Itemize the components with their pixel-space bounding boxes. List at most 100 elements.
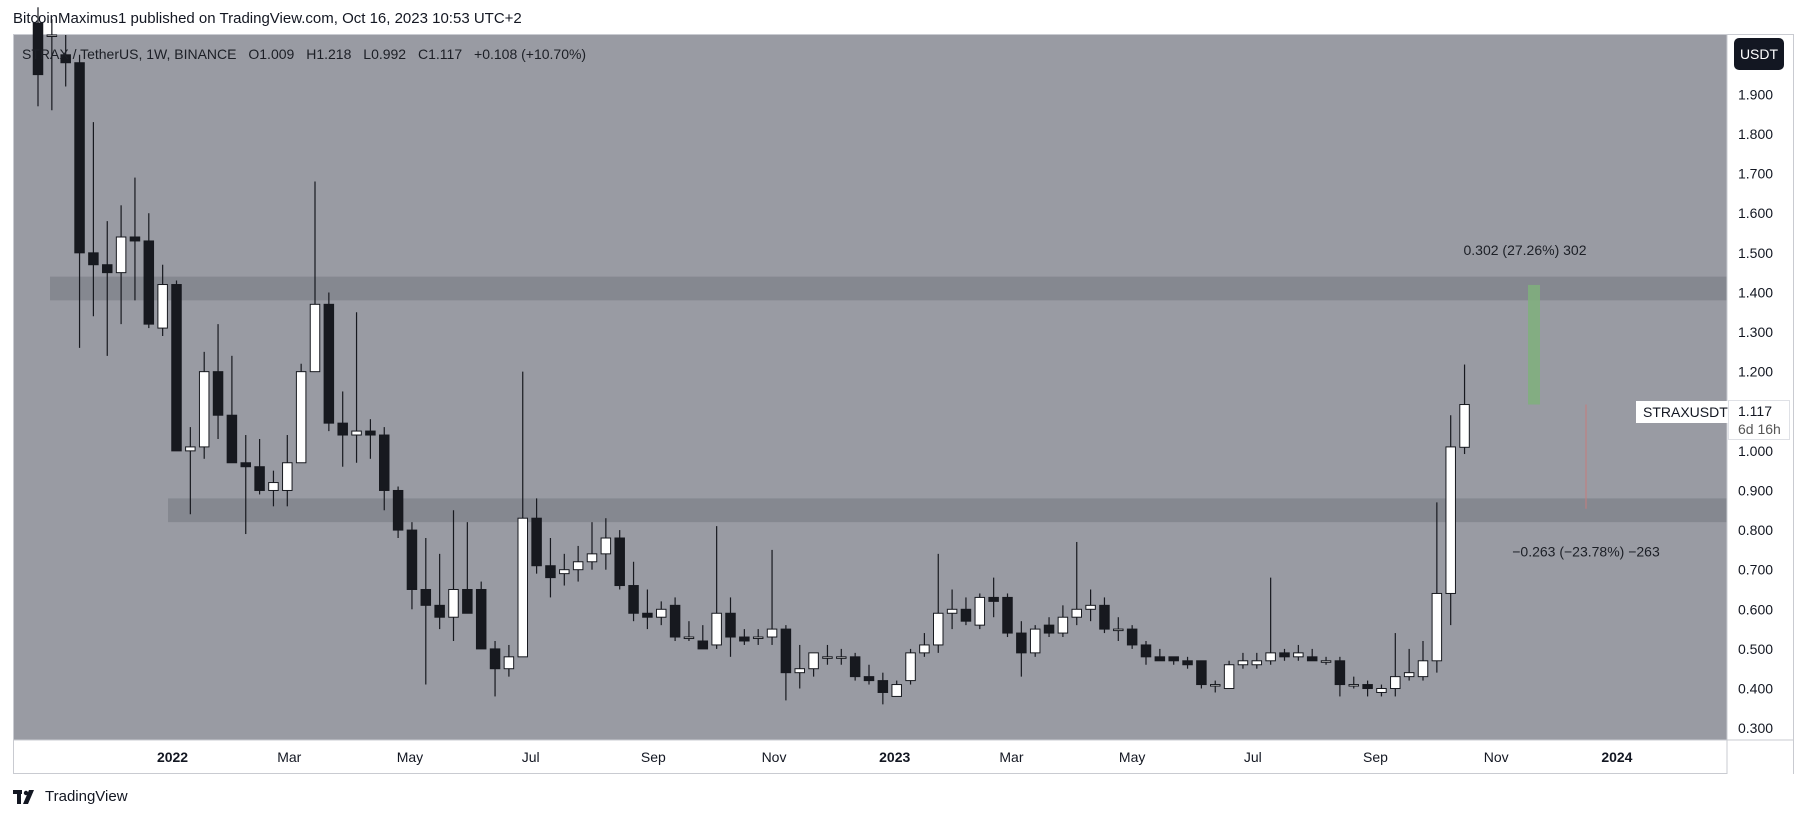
candle-body bbox=[1182, 660, 1193, 666]
candle-body bbox=[309, 303, 321, 373]
candle-body bbox=[572, 561, 584, 571]
candle-body bbox=[226, 414, 238, 464]
candle-body bbox=[974, 596, 986, 626]
time-tick-label: 2024 bbox=[1601, 749, 1632, 765]
ticker-label: STRAXUSDT bbox=[1636, 401, 1735, 423]
candle-body bbox=[143, 240, 155, 325]
candle-body bbox=[1043, 624, 1055, 634]
candle-body bbox=[946, 608, 958, 614]
candle-body bbox=[1459, 404, 1470, 448]
price-tick-label: 0.300 bbox=[1738, 720, 1773, 736]
candle-body bbox=[88, 252, 99, 266]
time-tick-label: May bbox=[397, 749, 423, 765]
candle-body bbox=[1113, 628, 1124, 632]
currency-button[interactable]: USDT bbox=[1734, 38, 1784, 70]
candle-body bbox=[1029, 628, 1041, 654]
candle-body bbox=[628, 585, 639, 614]
candle-body bbox=[1196, 660, 1207, 686]
candle-body bbox=[586, 553, 598, 563]
publisher-line: BitcoinMaximus1 published on TradingView… bbox=[13, 10, 522, 27]
price-tick-label: 0.400 bbox=[1738, 681, 1773, 697]
candle-body bbox=[420, 588, 432, 606]
candle-body bbox=[794, 668, 805, 674]
candle-body bbox=[642, 612, 653, 618]
time-tick-label: Jul bbox=[522, 749, 540, 765]
price-axis-ticks: 1.900 1.800 1.700 1.600 1.500 1.400 1.300 1.200… bbox=[1738, 86, 1773, 736]
candle-body bbox=[1210, 684, 1221, 687]
tradingview-brand[interactable]: TradingView bbox=[13, 788, 128, 805]
candle-body bbox=[1251, 660, 1263, 666]
close-value: 1.117 bbox=[428, 46, 463, 62]
time-tick-label: Mar bbox=[999, 749, 1023, 765]
candle-body bbox=[669, 604, 681, 638]
downside-target-label: −0.263 (−23.78%) −263 bbox=[1512, 544, 1660, 560]
candle-body bbox=[240, 462, 251, 468]
upside-target-label: 0.302 (27.26%) 302 bbox=[1464, 242, 1587, 258]
candle-body bbox=[1390, 676, 1401, 690]
candle-body bbox=[559, 569, 570, 575]
close-key: C bbox=[418, 46, 429, 62]
high-key: H bbox=[306, 46, 317, 62]
candle-body bbox=[489, 648, 501, 670]
brand-name: TradingView bbox=[45, 788, 128, 805]
candle-body bbox=[337, 422, 348, 436]
change-value: +0.108 (+10.70%) bbox=[474, 46, 587, 62]
candle-body bbox=[739, 636, 750, 642]
candle-body bbox=[766, 628, 778, 638]
candle-body bbox=[517, 517, 528, 658]
candle-body bbox=[752, 636, 764, 640]
candle-body bbox=[1376, 688, 1387, 693]
candle-body bbox=[1293, 652, 1304, 658]
price-tick-label: 1.700 bbox=[1738, 166, 1773, 182]
bar-countdown: 6d 16h bbox=[1738, 421, 1781, 437]
time-tick-label: 2022 bbox=[157, 749, 188, 765]
candle-body bbox=[1002, 596, 1013, 634]
open-value: 1.009 bbox=[259, 46, 295, 62]
ohlc-legend: STRAX / TetherUS, 1W, BINANCE O1.009 H1.… bbox=[22, 46, 586, 62]
price-tick-label: 1.000 bbox=[1738, 443, 1773, 459]
candle-body bbox=[46, 34, 58, 37]
candle-body bbox=[683, 636, 695, 640]
price-tick-label: 0.700 bbox=[1738, 562, 1773, 578]
candle-body bbox=[323, 303, 335, 424]
candle-body bbox=[808, 652, 819, 670]
last-price: 1.117 bbox=[1738, 403, 1772, 419]
tradingview-logo-icon bbox=[13, 789, 34, 804]
time-tick-label: Jul bbox=[1244, 749, 1262, 765]
candle-body bbox=[475, 588, 487, 650]
candle-body bbox=[863, 676, 875, 682]
candle-body bbox=[503, 656, 515, 670]
time-tick-label: 2023 bbox=[879, 749, 910, 765]
price-tick-label: 1.800 bbox=[1738, 126, 1773, 142]
candle-body bbox=[115, 236, 127, 274]
candles bbox=[32, 7, 1470, 705]
candle-body bbox=[1126, 628, 1138, 646]
candle-body bbox=[614, 537, 625, 587]
support-resistance-zone bbox=[168, 498, 1727, 523]
candle-body bbox=[406, 529, 418, 590]
candle-body bbox=[1140, 644, 1152, 658]
candle-body bbox=[351, 430, 362, 436]
candle-body bbox=[365, 430, 376, 436]
candle-body bbox=[102, 264, 113, 274]
price-tick-label: 1.500 bbox=[1738, 245, 1773, 261]
candle-body bbox=[185, 446, 196, 452]
high-value: 1.218 bbox=[316, 46, 352, 62]
candle-body bbox=[1417, 660, 1429, 678]
candle-body bbox=[32, 22, 44, 76]
price-tick-label: 1.200 bbox=[1738, 364, 1773, 380]
candle-body bbox=[1168, 656, 1179, 662]
candle-body bbox=[905, 652, 916, 682]
time-tick-label: Sep bbox=[1363, 749, 1388, 765]
candle-body bbox=[1334, 660, 1346, 686]
candle-body bbox=[1223, 664, 1235, 690]
price-tick-label: 1.600 bbox=[1738, 205, 1773, 221]
last-price-tag: 1.117 6d 16h bbox=[1728, 400, 1790, 440]
candle-body bbox=[933, 612, 944, 646]
candle-body bbox=[1403, 672, 1415, 678]
candle-body bbox=[282, 462, 293, 491]
candle-body bbox=[462, 588, 473, 614]
candle-body bbox=[1320, 660, 1332, 663]
candle-body bbox=[1265, 652, 1276, 662]
